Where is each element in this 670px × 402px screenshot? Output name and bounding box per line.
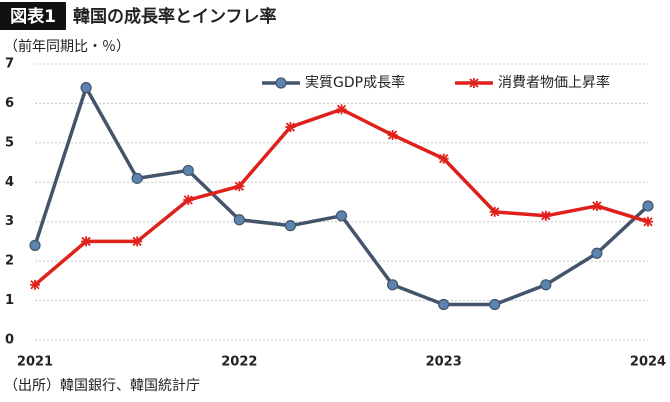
x-tick-label: 2022 [221, 355, 257, 370]
point [642, 200, 654, 212]
chart-title: 韓国の成長率とインフレ率 [73, 6, 277, 27]
point [540, 210, 551, 221]
y-tick-label: 3 [5, 214, 14, 229]
legend-label: 消費者物価上昇率 [498, 74, 610, 91]
point [233, 214, 245, 226]
series-line [33, 85, 650, 307]
point [30, 279, 40, 290]
legend-label: 実質GDP成長率 [305, 74, 405, 91]
badge: 図表1 [10, 6, 56, 27]
point [234, 181, 245, 192]
point [284, 220, 297, 232]
point [335, 210, 348, 222]
point [182, 164, 194, 177]
point [591, 200, 602, 211]
point [540, 279, 552, 291]
point [29, 239, 41, 251]
badge-box [0, 2, 66, 30]
y-tick-label: 4 [5, 175, 14, 190]
point [132, 236, 143, 247]
point [336, 104, 347, 115]
point [80, 82, 92, 94]
point [643, 216, 653, 227]
y-tick-label: 1 [5, 293, 14, 308]
y-tick-label: 5 [5, 135, 14, 150]
point [285, 122, 296, 133]
point [489, 298, 501, 311]
point [591, 247, 603, 259]
point [386, 279, 399, 291]
point [489, 206, 500, 217]
point [81, 236, 92, 247]
y-tick-label: 0 [5, 333, 14, 348]
x-tick-label: 2024 [630, 355, 666, 370]
point [131, 172, 143, 184]
y-tick-label: 7 [5, 57, 14, 72]
x-tick-label: 2023 [426, 355, 462, 370]
series-line [33, 107, 649, 287]
x-tick-label: 2021 [17, 355, 53, 370]
point [183, 195, 194, 206]
y-axis-label: （前年同期比・％） [4, 38, 130, 55]
y-tick-label: 2 [5, 254, 14, 269]
point [387, 129, 398, 140]
point [438, 298, 450, 311]
source: （出所）韓国銀行、韓国統計庁 [4, 378, 200, 394]
y-tick-label: 6 [5, 96, 14, 111]
point [469, 78, 479, 88]
point [275, 77, 287, 89]
point [438, 153, 449, 164]
